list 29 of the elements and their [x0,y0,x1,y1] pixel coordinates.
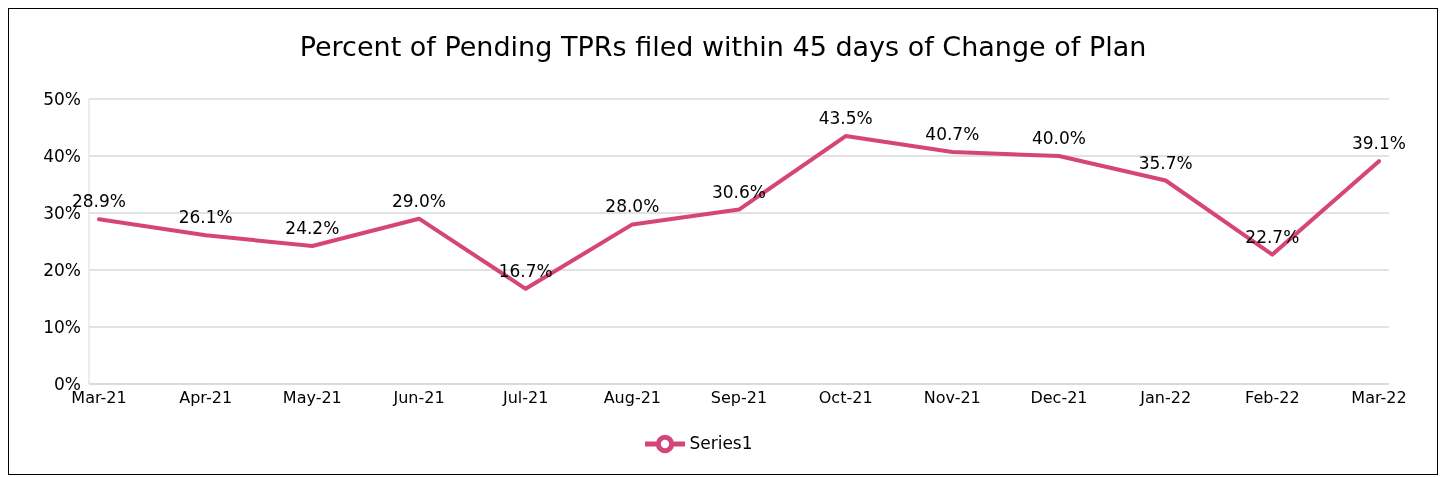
x-tick-label: Jan-22 [1139,388,1192,408]
x-tick-label: Dec-21 [1030,388,1088,408]
y-tick-label: 20% [43,260,81,281]
data-label: 29.0% [391,190,447,211]
x-tick-label: Jun-21 [392,388,445,408]
x-tick-label: Nov-21 [923,388,981,408]
x-tick-label: Aug-21 [603,388,662,408]
data-label: 39.1% [1351,133,1407,154]
data-label: 40.0% [1031,128,1087,148]
data-label: 26.1% [178,207,233,228]
x-tick-label: Apr-21 [179,388,233,408]
data-label: 30.6% [711,181,767,202]
data-label: 24.2% [285,218,340,239]
x-tick-label: Feb-22 [1245,388,1300,408]
x-tick-label: Sep-21 [710,388,768,408]
y-tick-label: 10% [43,317,81,338]
chart-title: Percent of Pending TPRs filed within 45 days of Change of Plan [298,30,1148,62]
x-tick-label: Oct-21 [818,388,873,408]
data-label: 16.7% [498,260,553,281]
x-tick-label: Mar-22 [1351,388,1407,408]
x-tick-label: Jul-21 [501,388,549,408]
data-label: 35.7% [1138,152,1193,173]
y-tick-label: 50% [43,89,81,110]
data-label: 28.0% [605,196,660,217]
data-label: 40.7% [925,124,980,145]
data-label: 43.5% [818,108,873,129]
legend-label: Series1 [689,433,753,453]
y-tick-label: 40% [43,146,81,167]
x-tick-label: May-21 [282,388,342,408]
